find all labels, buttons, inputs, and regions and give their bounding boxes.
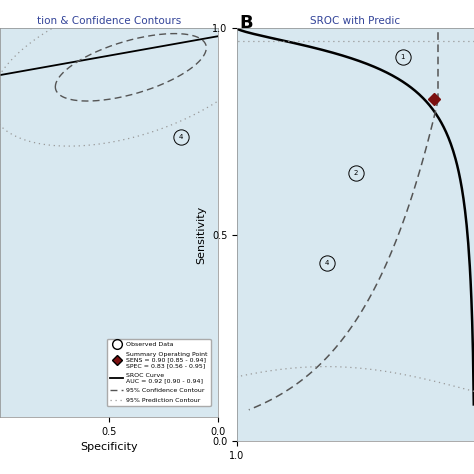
Text: 2: 2: [353, 170, 358, 176]
Title: tion & Confidence Contours: tion & Confidence Contours: [37, 16, 181, 26]
Text: B: B: [239, 14, 253, 32]
Text: 4: 4: [325, 261, 329, 266]
Text: 1: 1: [401, 55, 405, 60]
X-axis label: Specificity: Specificity: [80, 442, 138, 452]
Text: 4: 4: [179, 134, 183, 140]
Legend: Observed Data, Summary Operating Point
SENS = 0.90 [0.85 - 0.94]
SPEC = 0.83 [0.: Observed Data, Summary Operating Point S…: [107, 339, 210, 406]
Title: SROC with Predic: SROC with Predic: [310, 16, 401, 26]
Y-axis label: Sensitivity: Sensitivity: [196, 206, 206, 264]
